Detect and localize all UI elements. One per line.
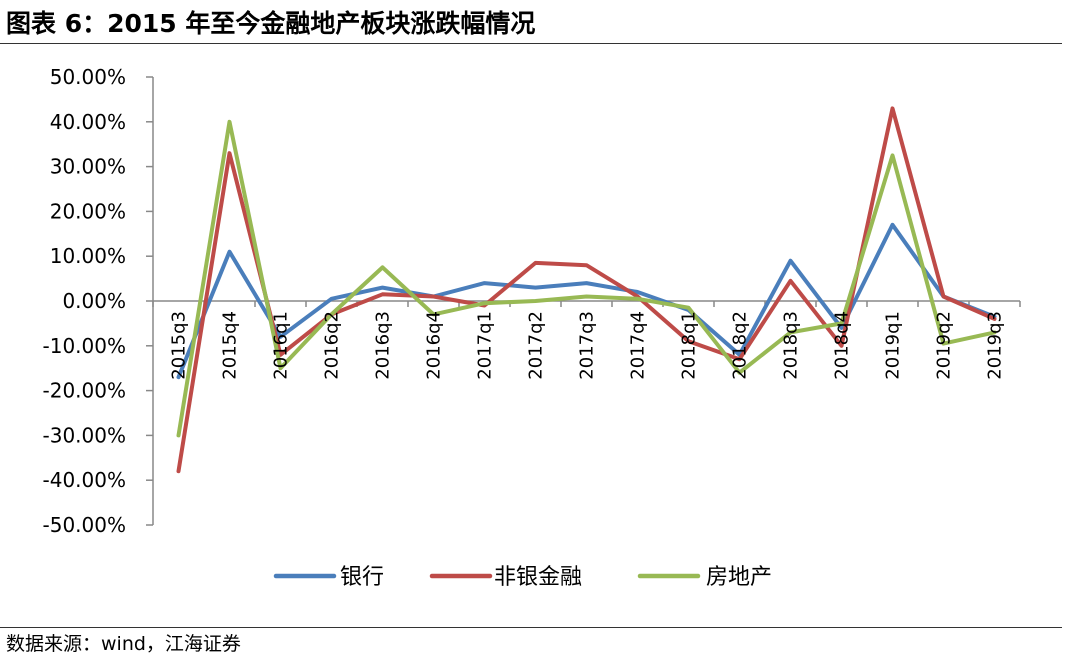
x-tick-label: 2018q3 (781, 311, 802, 380)
x-tick-label: 2019q1 (883, 311, 904, 380)
y-axis: 50.00% 40.00% 30.00% 20.00% 10.00% 0.00% -10.0… (43, 65, 154, 537)
legend-label: 银行 (340, 565, 384, 590)
x-tick-label: 2017q1 (475, 311, 496, 380)
x-tick-label: 2018q4 (832, 311, 853, 380)
y-tick-label: 10.00% (50, 244, 126, 268)
x-tick-label: 2018q2 (730, 311, 751, 380)
x-tick-label: 2015q4 (220, 311, 241, 380)
source-divider (0, 627, 1062, 628)
series-lines (176, 106, 997, 474)
x-tick-labels: 2015q3 2015q4 2016q1 2016q2 2016q3 2016q4 2017… (169, 311, 1006, 380)
x-tick-label: 2016q4 (424, 311, 445, 380)
x-tick-label: 2019q3 (985, 311, 1006, 380)
series-line (176, 119, 997, 438)
legend-label: 非银金融 (494, 565, 582, 590)
y-tick-label: -10.00% (43, 334, 126, 358)
legend-label: 房地产 (706, 565, 772, 590)
series-line (176, 106, 997, 474)
y-tick-label: -40.00% (43, 468, 126, 492)
x-axis (152, 300, 1021, 307)
y-tick-label: 0.00% (62, 289, 126, 313)
legend: 银行 非银金融 房地产 (273, 565, 772, 590)
y-tick-label: 40.00% (50, 110, 126, 134)
x-tick-label: 2017q3 (577, 311, 598, 380)
y-tick-label: 20.00% (50, 199, 126, 223)
y-tick-label: -20.00% (43, 379, 126, 403)
y-tick-label: -30.00% (43, 423, 126, 447)
x-tick-label: 2017q2 (526, 311, 547, 380)
x-tick-label: 2017q4 (628, 311, 649, 380)
x-tick-label: 2016q2 (322, 311, 343, 380)
x-tick-label: 2018q1 (679, 311, 700, 380)
title-divider (0, 43, 1062, 44)
data-source-note: 数据来源：wind，江海证券 (6, 633, 241, 655)
x-tick-label: 2016q1 (271, 311, 292, 380)
x-tick-label: 2019q2 (934, 311, 955, 380)
y-tick-label: 50.00% (50, 65, 126, 89)
x-tick-label: 2016q3 (373, 311, 394, 380)
series-line (176, 222, 997, 380)
page-title: 图表 6：2015 年至今金融地产板块涨跌幅情况 (6, 9, 536, 38)
x-tick-label: 2015q3 (169, 311, 190, 380)
y-tick-label: 30.00% (50, 155, 126, 179)
y-tick-label: -50.00% (43, 513, 126, 537)
